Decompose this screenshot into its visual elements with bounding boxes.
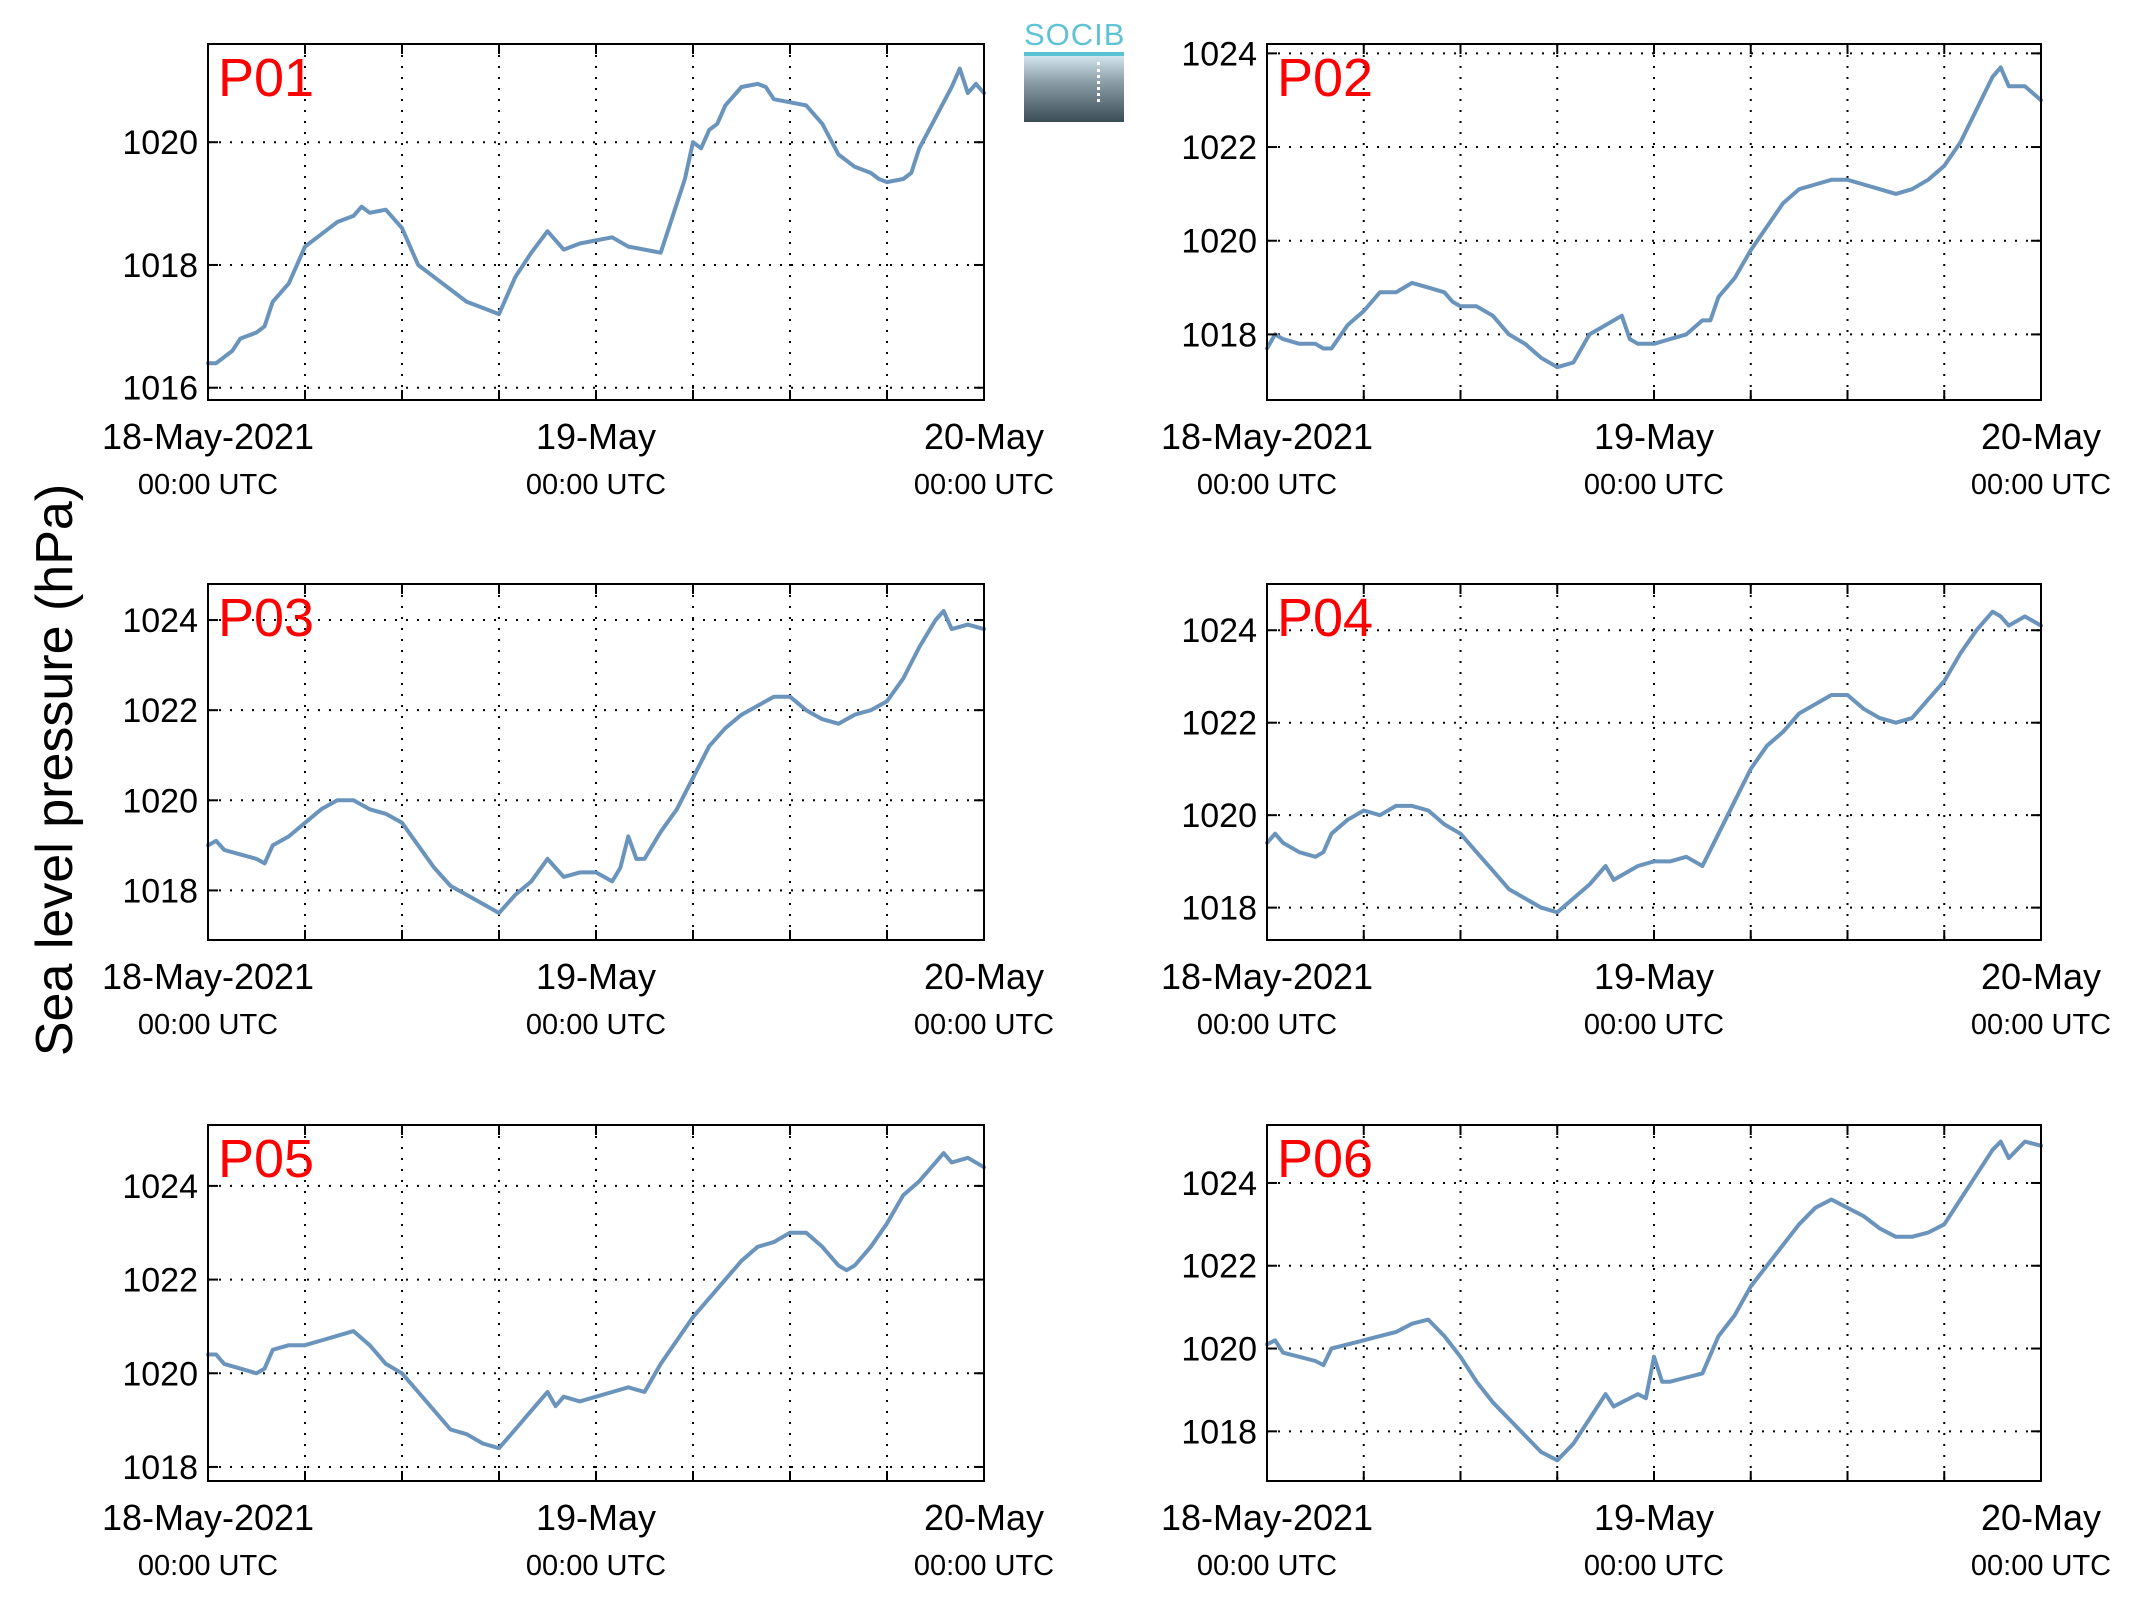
station-label: P02 xyxy=(1277,48,1373,108)
station-label: P05 xyxy=(218,1129,314,1189)
pressure-series-line xyxy=(206,609,986,915)
y-tick-label: 1024 xyxy=(1181,35,1257,73)
y-tick-label: 1020 xyxy=(1181,1331,1257,1369)
y-tick-label: 1018 xyxy=(1181,890,1257,928)
pressure-series-line xyxy=(206,1151,986,1451)
y-tick-label: 1022 xyxy=(1181,705,1257,743)
station-label: P04 xyxy=(1277,588,1373,648)
y-tick-label: 1020 xyxy=(122,124,198,162)
y-tick-label: 1020 xyxy=(1181,797,1257,835)
x-tick-label-date: 18-May-2021 xyxy=(102,956,314,997)
socib-logo: SOCIB xyxy=(1024,18,1124,122)
x-tick-label-date: 18-May-2021 xyxy=(102,416,314,457)
x-tick-label-time: 00:00 UTC xyxy=(1584,1550,1724,1582)
x-tick-label-date: 20-May xyxy=(1981,416,2101,457)
x-tick-label-date: 20-May xyxy=(1981,1497,2101,1538)
x-tick-label-date: 20-May xyxy=(924,956,1044,997)
x-tick-label-date: 18-May-2021 xyxy=(1161,956,1373,997)
y-tick-label: 1018 xyxy=(122,247,198,285)
pressure-series-line xyxy=(206,66,986,366)
pressure-series-line xyxy=(1265,609,2043,915)
x-tick-label-time: 00:00 UTC xyxy=(1197,1550,1337,1582)
y-tick-label: 1020 xyxy=(122,782,198,820)
x-tick-label-date: 19-May xyxy=(536,1497,656,1538)
x-tick-label-time: 00:00 UTC xyxy=(1971,1009,2111,1041)
x-tick-label-date: 19-May xyxy=(1594,956,1714,997)
y-tick-label: 1018 xyxy=(122,1449,198,1487)
logo-dotted-line xyxy=(1097,62,1100,102)
x-tick-label-date: 18-May-2021 xyxy=(1161,1497,1373,1538)
x-tick-label-time: 00:00 UTC xyxy=(526,469,666,501)
x-tick-label-time: 00:00 UTC xyxy=(138,1550,278,1582)
pressure-series-line xyxy=(1265,1139,2043,1463)
x-tick-label-time: 00:00 UTC xyxy=(138,1009,278,1041)
logo-text: SOCIB xyxy=(1024,17,1126,52)
x-tick-label-time: 00:00 UTC xyxy=(914,1009,1054,1041)
chart-panel-p04: 1018 1020 1022 1024 18-May-2021 00:00 UTC 19-M… xyxy=(1161,583,2111,1041)
x-tick-label-time: 00:00 UTC xyxy=(1971,1550,2111,1582)
y-tick-label: 1024 xyxy=(122,602,198,640)
y-tick-label: 1024 xyxy=(1181,1165,1257,1203)
y-tick-label: 1024 xyxy=(1181,612,1257,650)
chart-panel-p06: 1018 1020 1022 1024 18-May-2021 00:00 UTC 19-M… xyxy=(1161,1124,2111,1582)
y-tick-label: 1020 xyxy=(1181,223,1257,261)
y-tick-label: 1018 xyxy=(1181,1413,1257,1451)
y-tick-label: 1022 xyxy=(122,692,198,730)
x-tick-label-time: 00:00 UTC xyxy=(1584,1009,1724,1041)
x-tick-label-date: 20-May xyxy=(924,1497,1044,1538)
y-tick-label: 1022 xyxy=(1181,129,1257,167)
x-tick-label-date: 19-May xyxy=(536,416,656,457)
chart-panel-p05: 1018 1020 1022 1024 18-May-2021 00:00 UTC 19-M… xyxy=(102,1124,1054,1582)
x-tick-label-date: 18-May-2021 xyxy=(102,1497,314,1538)
station-label: P06 xyxy=(1277,1129,1373,1189)
pressure-series-line xyxy=(1265,65,2043,370)
logo-graphic xyxy=(1024,52,1124,122)
station-label: P01 xyxy=(218,48,314,108)
x-tick-label-date: 19-May xyxy=(1594,416,1714,457)
y-tick-label: 1018 xyxy=(1181,316,1257,354)
chart-panel-p02: 1018 1020 1022 1024 18-May-2021 00:00 UTC 19-M… xyxy=(1161,35,2111,501)
x-tick-label-date: 19-May xyxy=(1594,1497,1714,1538)
y-tick-label: 1022 xyxy=(1181,1248,1257,1286)
y-tick-label: 1022 xyxy=(122,1262,198,1300)
x-tick-label-date: 18-May-2021 xyxy=(1161,416,1373,457)
x-tick-label-time: 00:00 UTC xyxy=(526,1009,666,1041)
chart-panel-p03: 1018 1020 1022 1024 18-May-2021 00:00 UTC 19-M… xyxy=(102,583,1054,1041)
x-tick-label-time: 00:00 UTC xyxy=(1197,469,1337,501)
y-tick-label: 1016 xyxy=(122,370,198,408)
x-tick-label-date: 19-May xyxy=(536,956,656,997)
x-tick-label-time: 00:00 UTC xyxy=(1584,469,1724,501)
station-label: P03 xyxy=(218,588,314,648)
y-tick-label: 1020 xyxy=(122,1355,198,1393)
x-tick-label-time: 00:00 UTC xyxy=(138,469,278,501)
x-tick-label-time: 00:00 UTC xyxy=(526,1550,666,1582)
y-tick-label: 1024 xyxy=(122,1168,198,1206)
y-tick-label: 1018 xyxy=(122,872,198,910)
x-tick-label-date: 20-May xyxy=(924,416,1044,457)
x-tick-label-date: 20-May xyxy=(1981,956,2101,997)
chart-panel-p01: 1016 1018 1020 18-May-2021 00:00 UTC 19-May 00… xyxy=(102,43,1054,501)
x-tick-label-time: 00:00 UTC xyxy=(1197,1009,1337,1041)
x-tick-label-time: 00:00 UTC xyxy=(1971,469,2111,501)
x-tick-label-time: 00:00 UTC xyxy=(914,1550,1054,1582)
x-tick-label-time: 00:00 UTC xyxy=(914,469,1054,501)
